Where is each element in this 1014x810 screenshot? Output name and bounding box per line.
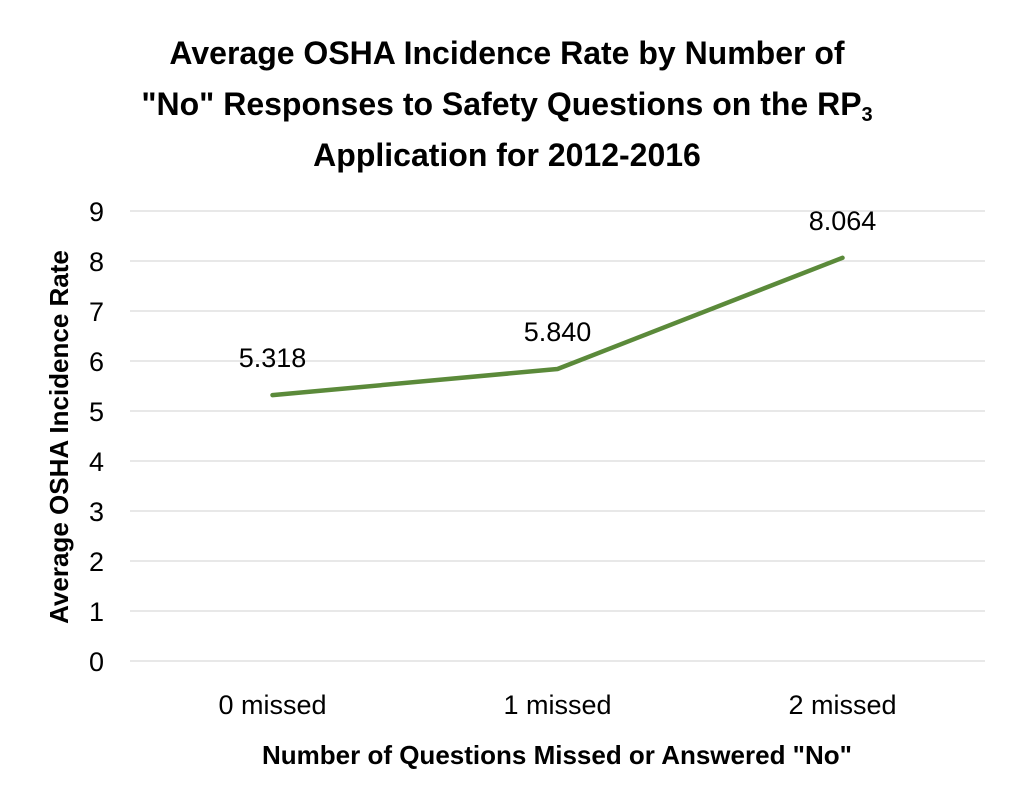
y-tick-label: 1 [89,597,104,627]
x-axis-title: Number of Questions Missed or Answered "… [262,740,852,770]
y-tick-label: 4 [89,447,104,477]
series-line [270,255,845,398]
x-tick-label: 1 missed [503,690,611,720]
x-tick-label: 2 missed [788,690,896,720]
x-tick-label: 0 missed [218,690,326,720]
series-layer [270,255,845,398]
gridlines [130,210,985,662]
chart-title-line-2-text: "No" Responses to Safety Questions on th… [141,86,862,122]
y-tick-label: 8 [89,247,104,277]
x-axis-tick-labels: 0 missed 1 missed 2 missed [218,690,896,720]
chart-title-line-3: Application for 2012-2016 [313,137,701,173]
chart-title-subscript: 3 [861,104,873,126]
y-tick-label: 2 [89,547,104,577]
chart-title: Average OSHA Incidence Rate by Number of… [0,28,1014,181]
y-axis-title: Average OSHA Incidence Rate [44,250,74,624]
data-labels: 5.318 5.840 8.064 [239,206,877,373]
y-tick-label: 5 [89,397,104,427]
chart-title-line-1: Average OSHA Incidence Rate by Number of [169,35,845,71]
y-axis-tick-labels: 0 1 2 3 4 5 6 7 8 9 [89,197,104,677]
y-tick-label: 9 [89,197,104,227]
y-tick-label: 3 [89,497,104,527]
y-tick-label: 6 [89,347,104,377]
y-tick-label: 7 [89,297,104,327]
chart-title-line-2: "No" Responses to Safety Questions on th… [0,79,1014,130]
data-label: 5.318 [239,343,307,373]
y-tick-label: 0 [89,647,104,677]
data-label: 8.064 [809,206,877,236]
data-label: 5.840 [524,317,592,347]
